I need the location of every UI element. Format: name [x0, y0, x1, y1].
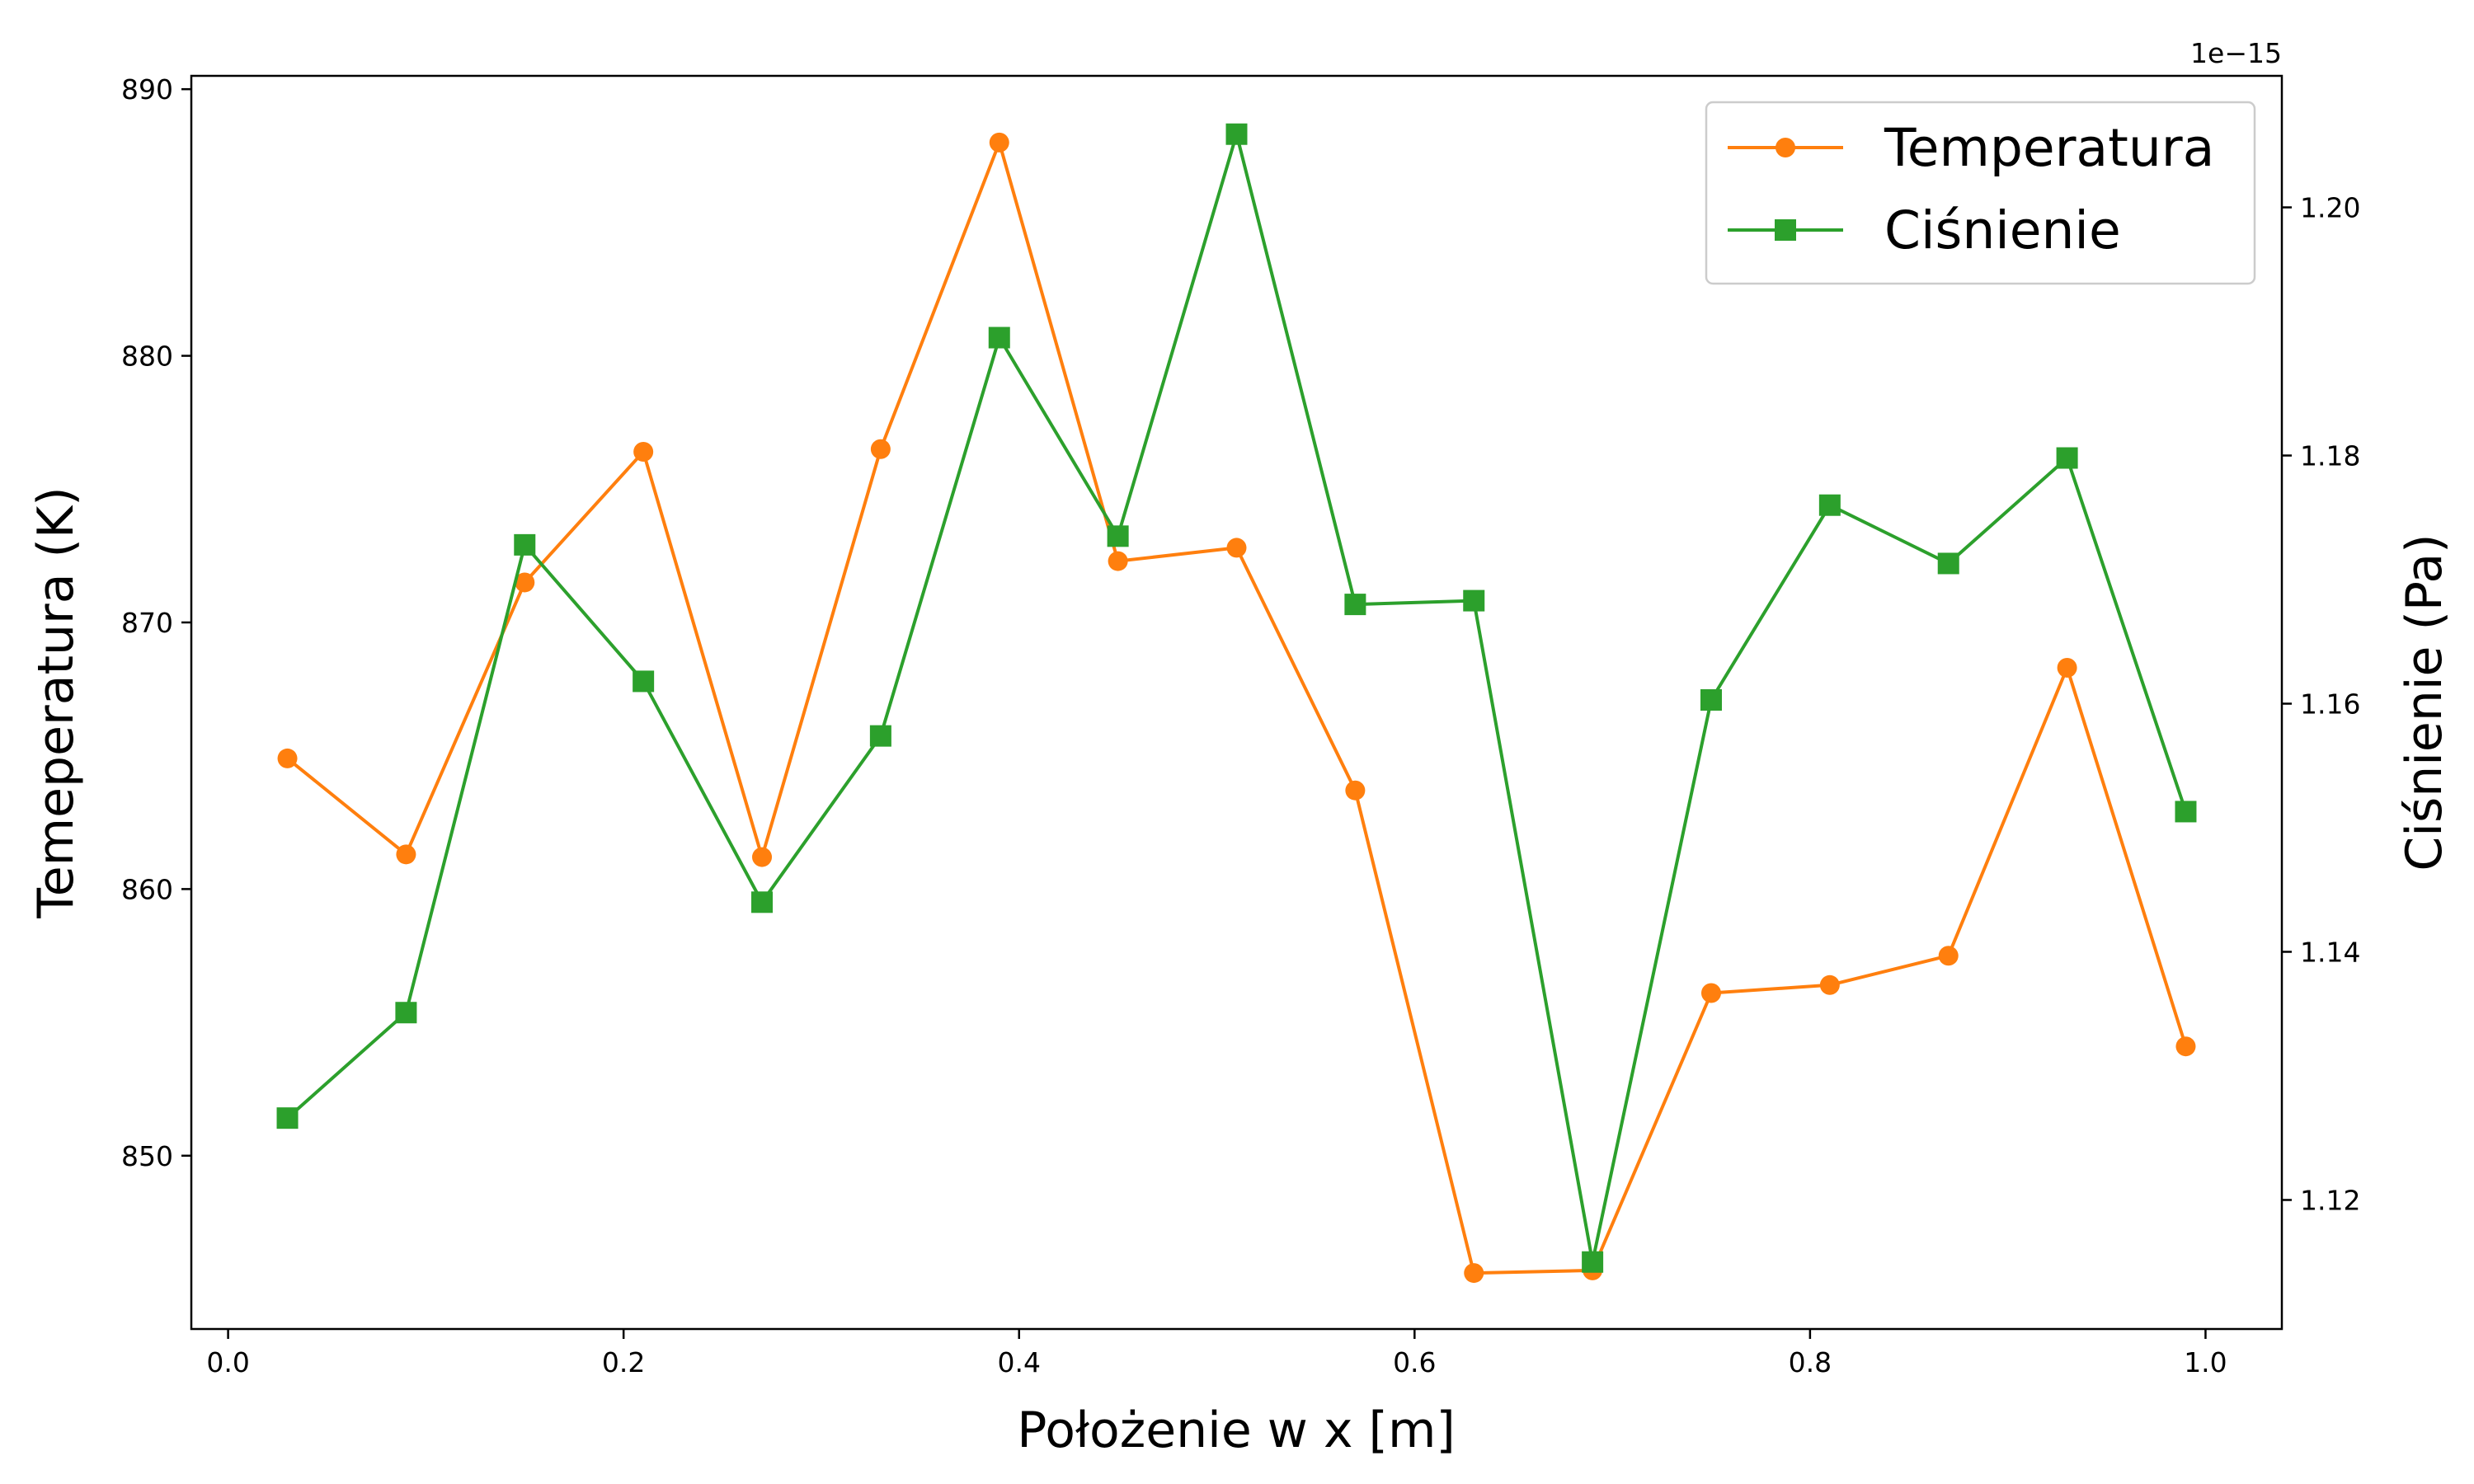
data-point-temperatura — [2175, 1036, 2196, 1057]
legend-frame — [1705, 101, 2256, 285]
data-point-temperatura — [1700, 983, 1721, 1003]
data-point-temperatura — [515, 572, 535, 593]
series-line-temperatura — [286, 140, 2188, 1275]
data-point-cisnienie — [395, 1002, 417, 1024]
x-tick-label: 0.2 — [602, 1346, 645, 1378]
data-point-cisnienie — [1225, 123, 1248, 145]
axes-frame — [190, 74, 2284, 1331]
series-layer — [276, 123, 2197, 1284]
data-point-temperatura — [396, 844, 416, 865]
data-point-temperatura — [2057, 657, 2077, 678]
y-left-tick-label: 850 — [121, 1140, 173, 1172]
data-point-temperatura — [1938, 946, 1959, 966]
data-point-temperatura — [870, 439, 891, 459]
data-point-temperatura — [1819, 974, 1840, 995]
data-point-temperatura — [1226, 538, 1247, 558]
x-tick-label: 0.4 — [997, 1346, 1040, 1378]
data-point-temperatura — [1345, 780, 1366, 801]
y-left-tick-label: 870 — [121, 607, 173, 639]
legend-label-temperatura: Temperatura — [1884, 118, 2214, 178]
y-right-axis: 1.12 1.14 1.16 1.18 1.20 — [2282, 192, 2360, 1216]
data-point-cisnienie — [1344, 594, 1366, 616]
data-point-temperatura — [1464, 1263, 1484, 1284]
data-point-cisnienie — [2175, 801, 2197, 823]
data-point-cisnienie — [276, 1107, 299, 1129]
y-right-tick-label: 1.20 — [2300, 192, 2360, 224]
data-point-temperatura — [1108, 551, 1128, 571]
x-axis: 0.0 0.2 0.4 0.6 0.8 1.0 — [206, 1329, 2227, 1378]
y-left-axis: 850 860 870 880 890 — [121, 73, 191, 1172]
legend-item-temperatura: Temperatura — [1728, 118, 2214, 178]
data-point-cisnienie — [633, 670, 655, 693]
y-right-tick-label: 1.16 — [2300, 688, 2360, 721]
data-point-cisnienie — [514, 533, 536, 556]
y-right-axis-title: Ciśnienie (Pa) — [2396, 533, 2453, 871]
x-tick-label: 0.0 — [206, 1346, 249, 1378]
y-left-tick-label: 860 — [121, 873, 173, 905]
data-point-cisnienie — [988, 326, 1010, 349]
data-point-cisnienie — [869, 725, 891, 747]
legend-swatch-marker — [1776, 138, 1795, 157]
data-point-cisnienie — [1700, 688, 1722, 711]
x-tick-label: 0.8 — [1789, 1346, 1832, 1378]
data-point-cisnienie — [1107, 525, 1129, 547]
x-tick-label: 1.0 — [2184, 1346, 2227, 1378]
legend-label-cisnienie: Ciśnienie — [1884, 200, 2121, 261]
data-point-temperatura — [989, 132, 1009, 153]
y-left-axis-title: Temeperatura (K) — [27, 486, 85, 918]
legend-swatch-marker — [1775, 219, 1796, 241]
data-point-cisnienie — [2056, 447, 2078, 469]
x-tick-label: 0.6 — [1393, 1346, 1436, 1378]
data-point-cisnienie — [1582, 1251, 1604, 1273]
data-point-cisnienie — [1463, 589, 1485, 612]
y-left-tick-label: 880 — [121, 340, 173, 373]
data-point-temperatura — [277, 748, 298, 768]
right-axis-offset-text: 1e−15 — [2190, 37, 2282, 69]
y-left-tick-label: 890 — [121, 73, 173, 106]
x-axis-title: Położenie w x [m] — [1017, 1402, 1456, 1459]
legend-item-cisnienie: Ciśnienie — [1728, 200, 2121, 261]
data-point-temperatura — [752, 847, 773, 867]
y-right-tick-label: 1.12 — [2300, 1184, 2360, 1216]
data-point-cisnienie — [1937, 552, 1959, 575]
data-point-cisnienie — [751, 891, 774, 913]
data-point-cisnienie — [1818, 494, 1841, 516]
series-line-cisnienie — [286, 132, 2188, 1264]
y-right-tick-label: 1.18 — [2300, 440, 2360, 472]
data-point-temperatura — [633, 442, 654, 462]
y-right-tick-label: 1.14 — [2300, 936, 2360, 968]
legend: Temperatura Ciśnienie — [1705, 101, 2256, 285]
